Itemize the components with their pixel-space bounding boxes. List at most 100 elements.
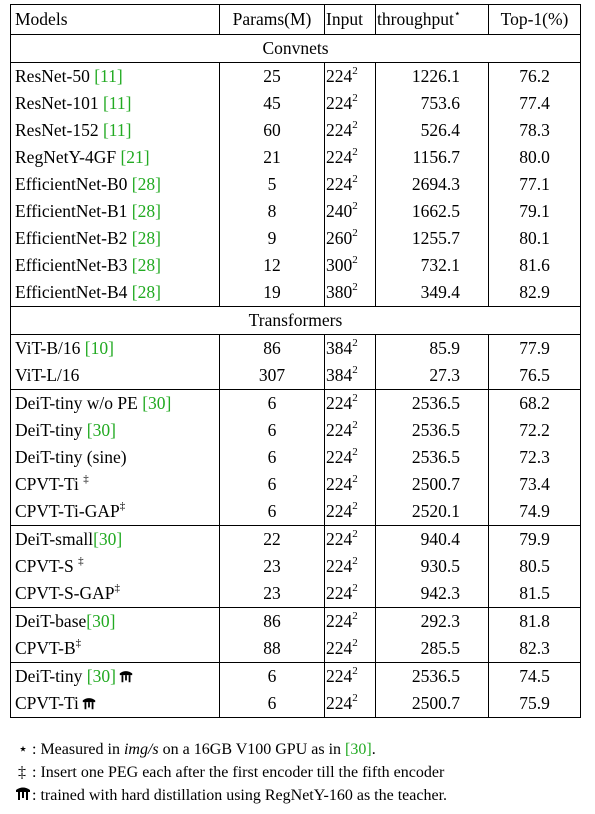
model-name: EfficientNet-B0: [15, 174, 132, 194]
citation: [21]: [120, 147, 150, 167]
cell-top1: 78.3: [488, 117, 581, 144]
cell-input: 2242: [324, 471, 376, 498]
model-name: EfficientNet-B3: [15, 255, 132, 275]
cell-model: CPVT-Ti-GAP‡: [10, 498, 220, 526]
cell-throughput: 2536.5: [375, 444, 489, 471]
cell-model: DeiT-tiny [30]: [10, 662, 220, 690]
table-row: CPVT-S ‡ 23 2242 930.5 80.5: [10, 553, 581, 580]
cell-params: 22: [219, 525, 325, 553]
cell-throughput: 27.3: [375, 362, 489, 390]
cell-throughput: 285.5: [375, 635, 489, 663]
model-name: CPVT-Ti: [15, 693, 79, 713]
dagger-mark: ‡: [119, 500, 126, 512]
header-models: Models: [10, 4, 220, 35]
cell-top1: 81.8: [488, 607, 581, 635]
model-name: CPVT-B: [15, 638, 76, 658]
model-name: DeiT-tiny w/o PE: [15, 393, 143, 413]
cell-params: 25: [219, 62, 325, 90]
cell-input: 3002: [324, 252, 376, 279]
dagger-mark: ‡: [75, 637, 82, 649]
cell-top1: 81.6: [488, 252, 581, 279]
cell-top1: 80.5: [488, 553, 581, 580]
cell-throughput: 2520.1: [375, 498, 489, 526]
cell-input: 2242: [324, 525, 376, 553]
cell-input: 2242: [324, 580, 376, 608]
model-name: ResNet-50: [15, 66, 95, 86]
table-row: EfficientNet-B0 [28] 5 2242 2694.3 77.1: [10, 171, 581, 198]
cell-throughput: 940.4: [375, 525, 489, 553]
cell-model: ViT-B/16 [10]: [10, 334, 220, 362]
cell-throughput: 349.4: [375, 279, 489, 307]
section-label: Transformers: [10, 306, 581, 335]
citation: [28]: [131, 201, 161, 221]
alembic-icon: [116, 666, 134, 686]
cell-params: 9: [219, 225, 325, 252]
cell-params: 21: [219, 144, 325, 171]
cell-model: ResNet-50 [11]: [10, 62, 220, 90]
cell-throughput: 85.9: [375, 334, 489, 362]
cell-params: 307: [219, 362, 325, 390]
citation: [28]: [131, 228, 161, 248]
table-row: ResNet-50 [11] 25 2242 1226.1 76.2: [10, 62, 581, 90]
table-row: DeiT-base[30] 86 2242 292.3 81.8: [10, 607, 581, 635]
model-name: EfficientNet-B2: [15, 228, 132, 248]
cell-throughput: 2536.5: [375, 417, 489, 444]
cell-input: 2242: [324, 662, 376, 690]
cell-params: 19: [219, 279, 325, 307]
model-name: CPVT-Ti: [15, 474, 84, 494]
model-name: DeiT-tiny (sine): [15, 447, 127, 467]
section-label: Convnets: [10, 34, 581, 63]
table-row: ResNet-152 [11] 60 2242 526.4 78.3: [10, 117, 581, 144]
cell-model: CPVT-B‡: [10, 635, 220, 663]
cell-params: 60: [219, 117, 325, 144]
section-row: Convnets: [10, 34, 581, 63]
cell-throughput: 1255.7: [375, 225, 489, 252]
cell-input: 2602: [324, 225, 376, 252]
cell-input: 2242: [324, 635, 376, 663]
dagger-mark: ‡: [83, 473, 89, 485]
model-name: DeiT-small: [15, 529, 94, 549]
model-name: ViT-B/16: [15, 338, 85, 358]
cell-model: DeiT-base[30]: [10, 607, 220, 635]
cell-input: 2242: [324, 62, 376, 90]
table-body: Convnets ResNet-50 [11] 25 2242 1226.1 76.2 Re…: [10, 34, 581, 718]
alembic-icon: [79, 693, 97, 713]
citation: [30]: [86, 666, 116, 686]
footnote-star: ⋆: Measured in img/s on a 16GB V100 GPU …: [18, 741, 376, 758]
footnote-dagger: ‡: Insert one PEG each after the first e…: [18, 764, 445, 781]
cell-model: DeiT-small[30]: [10, 525, 220, 553]
table-row: EfficientNet-B4 [28] 19 3802 349.4 82.9: [10, 279, 581, 307]
dagger-mark: ‡: [114, 582, 121, 594]
citation: [30]: [142, 393, 172, 413]
cell-model: ResNet-152 [11]: [10, 117, 220, 144]
cell-input: 3842: [324, 334, 376, 362]
model-name: DeiT-tiny: [15, 666, 87, 686]
cell-params: 6: [219, 662, 325, 690]
model-name: CPVT-S-GAP: [15, 583, 115, 603]
table-row: CPVT-Ti 6 2242 2500.7 75.9: [10, 690, 581, 718]
cell-model: ViT-L/16: [10, 362, 220, 390]
cell-params: 23: [219, 553, 325, 580]
model-name: DeiT-base: [15, 611, 87, 631]
cell-model: EfficientNet-B3 [28]: [10, 252, 220, 279]
cell-top1: 79.9: [488, 525, 581, 553]
cell-top1: 72.3: [488, 444, 581, 471]
cell-params: 88: [219, 635, 325, 663]
citation: [11]: [102, 120, 132, 140]
cell-model: CPVT-Ti ‡: [10, 471, 220, 498]
cell-throughput: 2500.7: [375, 690, 489, 718]
cell-model: EfficientNet-B1 [28]: [10, 198, 220, 225]
table-row: EfficientNet-B2 [28] 9 2602 1255.7 80.1: [10, 225, 581, 252]
cell-throughput: 2536.5: [375, 662, 489, 690]
cell-throughput: 732.1: [375, 252, 489, 279]
cell-params: 86: [219, 607, 325, 635]
citation: [28]: [131, 282, 161, 302]
cell-top1: 72.2: [488, 417, 581, 444]
cell-params: 23: [219, 580, 325, 608]
model-name: ResNet-101: [15, 93, 103, 113]
cell-model: DeiT-tiny [30]: [10, 417, 220, 444]
table-row: EfficientNet-B1 [28] 8 2402 1662.5 79.1: [10, 198, 581, 225]
cell-input: 2242: [324, 171, 376, 198]
cell-input: 2242: [324, 498, 376, 526]
table-row: DeiT-small[30] 22 2242 940.4 79.9: [10, 525, 581, 553]
